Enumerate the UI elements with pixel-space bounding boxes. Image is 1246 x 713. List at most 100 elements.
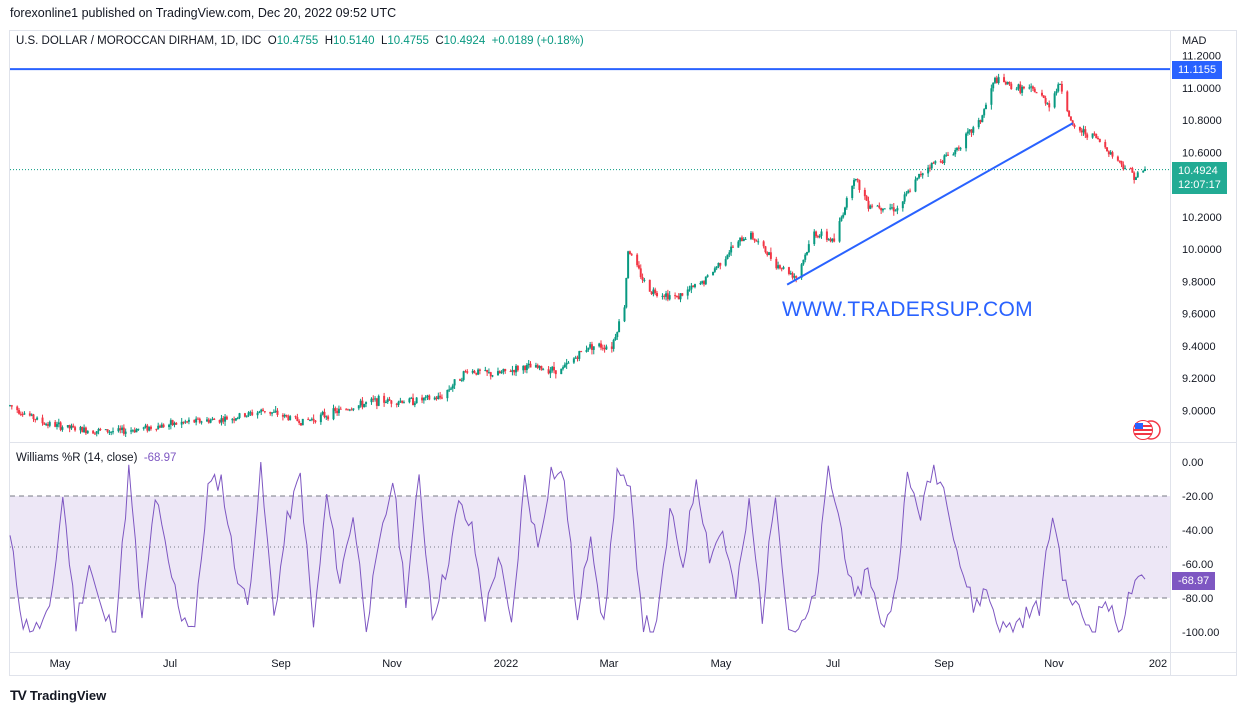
candle-down bbox=[909, 188, 912, 193]
candle-body bbox=[478, 369, 481, 371]
candle-body bbox=[854, 179, 857, 181]
candle-body bbox=[106, 429, 109, 432]
candle-up bbox=[627, 250, 630, 279]
candle-up bbox=[370, 397, 373, 405]
candle-body bbox=[70, 425, 73, 429]
candle-body bbox=[766, 252, 769, 256]
candle-down bbox=[957, 145, 960, 151]
candle-body bbox=[742, 238, 745, 242]
candle-body bbox=[690, 285, 693, 290]
candle-body bbox=[502, 368, 505, 372]
candle-body bbox=[97, 428, 100, 432]
candle-down bbox=[298, 419, 301, 426]
candle-up bbox=[616, 331, 619, 340]
candle-up bbox=[249, 410, 252, 417]
candle-down bbox=[28, 411, 31, 417]
candle-body bbox=[46, 424, 49, 426]
candle-up bbox=[525, 363, 528, 374]
candle-up bbox=[966, 128, 969, 136]
candle-down bbox=[1068, 110, 1071, 117]
candle-body bbox=[312, 418, 315, 421]
candle-body bbox=[905, 193, 908, 195]
price-pane[interactable] bbox=[9, 68, 1170, 437]
candle-body bbox=[825, 231, 828, 240]
candle-body bbox=[1015, 88, 1018, 90]
candle-down bbox=[787, 266, 790, 276]
candle-up bbox=[86, 430, 89, 434]
candle-body bbox=[57, 422, 60, 425]
candle-body bbox=[1033, 88, 1036, 93]
candle-up bbox=[1136, 171, 1139, 178]
candle-up bbox=[876, 204, 879, 207]
candle-body bbox=[979, 120, 982, 123]
us-flag-icon[interactable] bbox=[1132, 419, 1162, 441]
candle-body bbox=[112, 431, 115, 433]
candle-body bbox=[815, 231, 818, 237]
candle-body bbox=[941, 161, 944, 163]
oscillator-pane[interactable] bbox=[9, 461, 1170, 634]
candle-body bbox=[699, 283, 702, 285]
candle-up bbox=[365, 401, 368, 408]
candle-body bbox=[957, 147, 960, 149]
candle-body bbox=[907, 190, 910, 194]
candle-body bbox=[484, 370, 487, 372]
candle-body bbox=[464, 371, 467, 373]
candle-down bbox=[630, 252, 633, 256]
candle-up bbox=[972, 125, 975, 136]
candle-body bbox=[863, 189, 866, 197]
candle-body bbox=[894, 210, 897, 212]
candle-body bbox=[780, 268, 783, 270]
last-price-tag: 10.4924 12:07:17 bbox=[1172, 162, 1227, 194]
candle-down bbox=[939, 159, 942, 164]
candle-down bbox=[1131, 166, 1134, 173]
candle-body bbox=[124, 431, 127, 434]
candle-body bbox=[287, 416, 290, 421]
candle-up bbox=[881, 208, 884, 213]
candle-body bbox=[737, 241, 740, 248]
candle-down bbox=[863, 187, 866, 200]
candle-down bbox=[122, 424, 125, 436]
candle-down bbox=[149, 425, 152, 431]
candle-down bbox=[225, 415, 228, 420]
candle-body bbox=[909, 190, 912, 192]
main-legend: U.S. DOLLAR / MOROCCAN DIRHAM, 1D, IDC O… bbox=[16, 35, 584, 47]
candle-body bbox=[1129, 168, 1132, 170]
candle-up bbox=[460, 377, 463, 383]
candle-down bbox=[867, 196, 870, 212]
candle-down bbox=[628, 250, 631, 255]
candle-up bbox=[838, 217, 841, 243]
hline-price-tag: 11.1155 bbox=[1172, 61, 1223, 79]
candle-body bbox=[294, 416, 297, 418]
candle-body bbox=[487, 372, 490, 374]
candle-up bbox=[321, 410, 324, 416]
candle-body bbox=[529, 363, 532, 368]
candle-body bbox=[947, 154, 950, 156]
candle-body bbox=[289, 416, 292, 421]
candle-body bbox=[363, 403, 366, 408]
candle-body bbox=[460, 379, 463, 381]
williams-r-line bbox=[9, 461, 1146, 634]
candle-body bbox=[562, 367, 565, 369]
candle-body bbox=[149, 426, 152, 429]
candle-down bbox=[1060, 81, 1063, 94]
candle-down bbox=[1035, 91, 1038, 94]
candle-up bbox=[491, 374, 494, 378]
candle-body bbox=[117, 428, 120, 432]
candle-down bbox=[435, 396, 438, 401]
candle-body bbox=[1082, 129, 1085, 133]
candle-body bbox=[504, 368, 507, 372]
candle-body bbox=[755, 240, 758, 242]
candle-up bbox=[1142, 169, 1145, 173]
candle-up bbox=[990, 84, 993, 110]
candle-up bbox=[256, 410, 259, 419]
candle-up bbox=[1006, 81, 1009, 85]
candle-down bbox=[59, 421, 62, 432]
footer-brand[interactable]: TV TradingView bbox=[10, 687, 106, 703]
candle-down bbox=[1073, 123, 1076, 129]
candle-body bbox=[1080, 130, 1083, 133]
candle-body bbox=[802, 259, 805, 265]
candle-body bbox=[753, 238, 756, 241]
candle-up bbox=[843, 206, 846, 216]
candle-body bbox=[769, 252, 772, 259]
